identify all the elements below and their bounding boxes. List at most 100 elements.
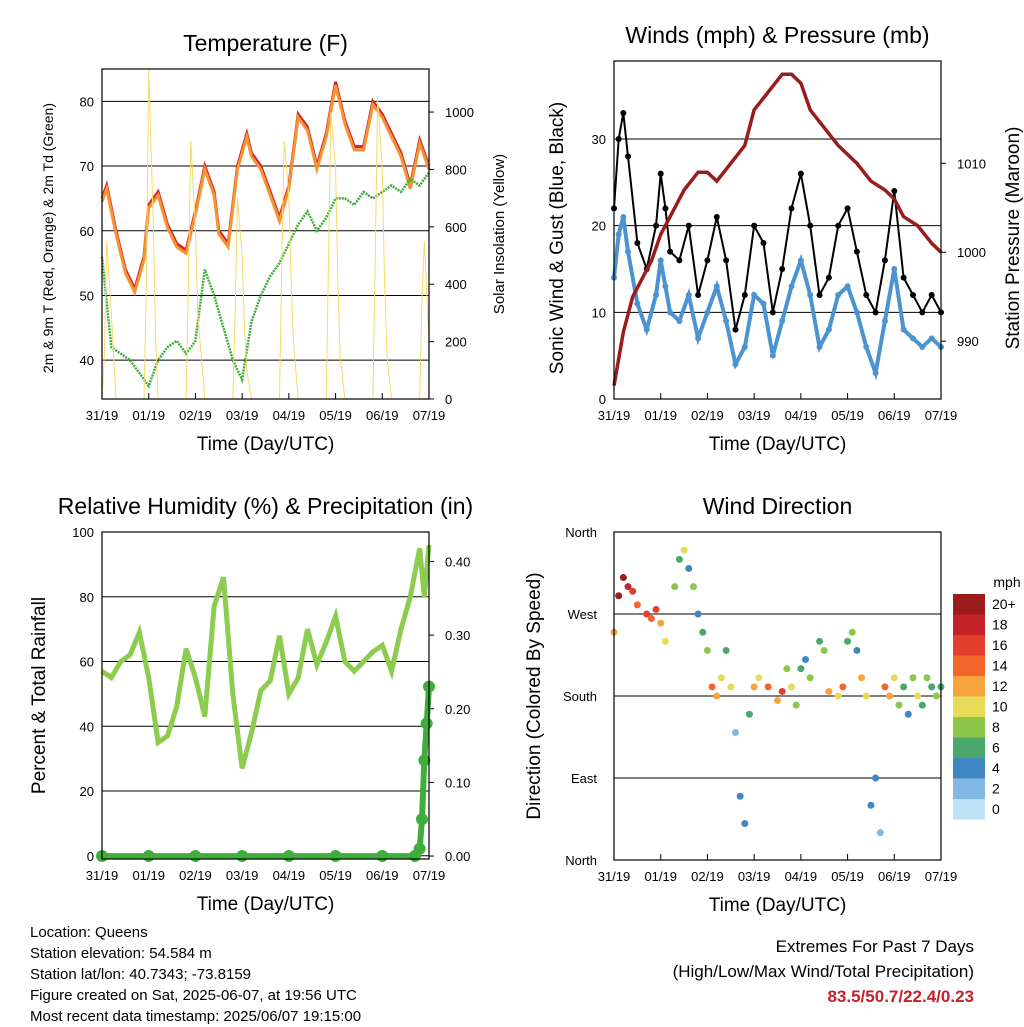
legend-label: 20+ <box>992 596 1016 612</box>
gust-point <box>741 292 748 298</box>
x-tick-label: 02/19 <box>179 408 212 423</box>
y2-tick-label: 1000 <box>957 245 986 260</box>
legend-swatch <box>953 614 985 635</box>
direction-point <box>652 605 660 613</box>
x-tick-label: 07/19 <box>413 868 446 883</box>
panel-3: Relative Humidity (%) & Precipitation (i… <box>29 493 473 915</box>
y-tick-label: 0 <box>87 849 94 864</box>
x-tick-label: 06/19 <box>366 868 399 883</box>
x-tick-label: 05/19 <box>831 408 864 423</box>
direction-point <box>643 610 651 618</box>
wind-point <box>881 318 888 324</box>
gust-point <box>835 222 842 229</box>
gust-point <box>928 292 935 298</box>
wind-point <box>643 326 650 333</box>
plot-frame <box>101 531 430 860</box>
precip-point <box>376 850 389 863</box>
y-tick-label: 80 <box>80 590 94 605</box>
x-tick-label: 05/19 <box>319 868 352 883</box>
legend-label: 6 <box>992 740 1000 756</box>
legend-swatch <box>953 758 985 779</box>
wind-point <box>667 309 674 316</box>
direction-point <box>909 674 917 682</box>
x-tick-label: 02/19 <box>691 408 724 423</box>
y2-tick-label: 200 <box>445 335 467 350</box>
y2-ticks: 990 1000 1010 <box>941 156 986 349</box>
direction-point <box>764 683 772 691</box>
y-tick-label: 10 <box>592 305 606 320</box>
wind-point <box>732 361 739 368</box>
wind-point <box>653 292 660 298</box>
wind-point <box>751 292 758 298</box>
y-tick-label: 40 <box>80 353 94 368</box>
gust-point <box>676 257 683 264</box>
gust-point <box>723 257 730 264</box>
direction-point <box>788 683 796 691</box>
wind-point <box>863 344 870 350</box>
y2-tick-label: 990 <box>957 334 979 349</box>
gust-point <box>797 170 804 177</box>
x-tick-label: 06/19 <box>878 869 911 884</box>
y2-tick-label: 0.10 <box>445 775 470 790</box>
direction-point <box>778 687 786 695</box>
y-tick-label: 60 <box>80 655 94 670</box>
direction-point <box>619 574 627 582</box>
data-timestamp-text: Most recent data timestamp: 2025/06/07 1… <box>30 1008 362 1025</box>
direction-point <box>731 728 739 736</box>
wind-point <box>779 318 786 324</box>
panel-title: Winds (mph) & Pressure (mb) <box>625 22 929 48</box>
y2-axis-label: Solar Insolation (Yellow) <box>491 154 508 314</box>
direction-point <box>629 587 637 595</box>
wind-point <box>835 292 842 298</box>
legend-label: 10 <box>992 699 1008 715</box>
direction-point <box>722 646 730 654</box>
wind-point <box>928 335 935 342</box>
y2-axis-label: Station Pressure (Maroon) <box>1003 127 1024 350</box>
x-tick-label: 01/19 <box>644 408 677 423</box>
legend-swatch <box>953 676 985 697</box>
wind-point <box>844 283 851 290</box>
wind-point <box>853 309 860 316</box>
direction-point <box>886 692 894 700</box>
direction-point <box>928 683 936 691</box>
direction-point <box>647 615 655 623</box>
direction-point <box>858 674 866 682</box>
direction-point <box>624 583 632 591</box>
y-tick-label: 70 <box>80 159 94 174</box>
wind-point <box>741 344 748 350</box>
x-tick-label: 05/19 <box>319 408 352 423</box>
y2-tick-label: 1000 <box>445 105 474 120</box>
wind-point <box>634 300 641 307</box>
gust-point <box>713 214 720 220</box>
gust-point <box>769 309 776 316</box>
gust-point <box>788 205 795 212</box>
gust-point <box>919 309 926 316</box>
direction-point <box>900 683 908 691</box>
x-tick-label: 07/19 <box>413 408 446 423</box>
precip-line <box>102 686 432 860</box>
extremes-title: Extremes For Past 7 Days <box>775 937 974 956</box>
direction-point <box>825 687 833 695</box>
legend-label: 8 <box>992 719 1000 735</box>
direction-point <box>820 646 828 654</box>
panel-title: Temperature (F) <box>183 30 348 56</box>
wind-point <box>625 248 632 255</box>
station-info: Location: Queens Station elevation: 54.5… <box>30 922 361 1027</box>
precip-point <box>418 754 431 767</box>
precip-point <box>236 850 249 863</box>
x-tick-label: 03/19 <box>738 869 771 884</box>
direction-point <box>755 674 763 682</box>
direction-point <box>717 674 725 682</box>
x-tick-label: 04/19 <box>273 868 306 883</box>
x-tick-label: 31/19 <box>86 868 119 883</box>
direction-point <box>750 683 758 691</box>
wind-point <box>909 335 916 342</box>
direction-point <box>923 674 931 682</box>
x-ticks: 31/19 01/19 02/19 03/19 04/19 05/19 06/19 07/19 <box>86 393 446 423</box>
precip-point <box>142 850 155 863</box>
y-axis-label: 2m & 9m T (Red, Orange) & 2m Td (Green) <box>40 103 56 373</box>
y-tick-label: 80 <box>80 94 94 109</box>
legend-label: 0 <box>992 801 1000 817</box>
y-tick-label: 100 <box>72 525 94 540</box>
